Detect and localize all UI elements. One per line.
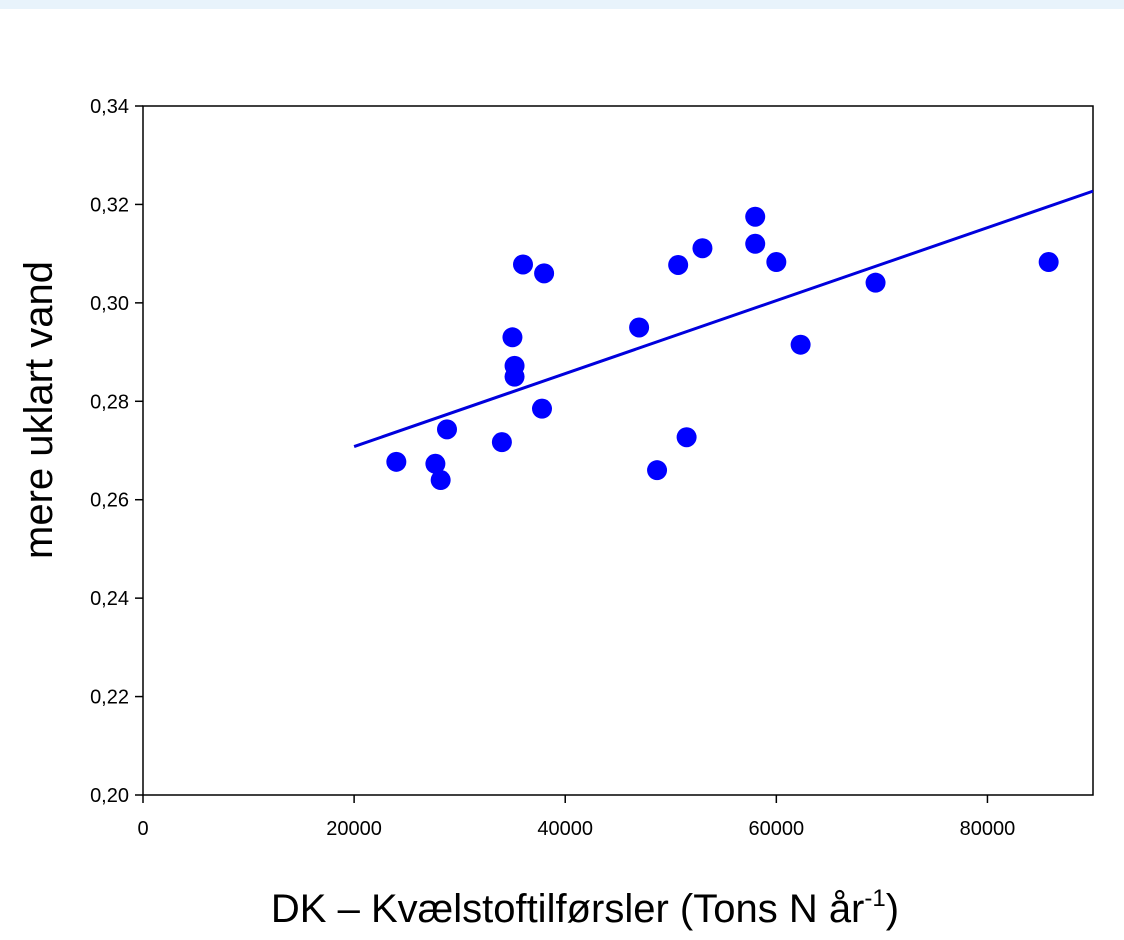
y-tick-label: 0,32 [90,194,129,216]
x-tick-label: 40000 [537,818,593,840]
data-point [532,398,552,419]
data-point [491,432,512,453]
y-axis-label: mere uklart vand [17,261,61,559]
x-axis-label-main: DK – Kvælstoftilførsler (Tons N år [271,887,864,931]
data-point [676,427,697,448]
x-tick-label: 20000 [326,818,382,840]
x-axis-label-superscript: -1 [864,885,885,912]
x-tick-label: 0 [137,818,148,840]
data-point [692,238,713,259]
data-series [353,189,1094,491]
data-point [534,263,555,284]
data-point [513,254,533,275]
y-tick-label: 0,34 [90,96,129,118]
y-axis-ticks: 0,20 0,22 0,24 0,26 0,28 0,30 0,32 0,34 [90,96,143,807]
y-tick-label: 0,24 [90,588,129,610]
data-point [386,451,407,472]
data-point [668,254,689,275]
data-point [629,317,650,338]
x-tick-label: 60000 [749,818,805,840]
y-tick-label: 0,26 [90,490,129,512]
x-axis-ticks: 0 20000 40000 60000 80000 [137,795,1015,840]
data-point [504,366,525,387]
x-axis-label-suffix: ) [886,887,899,931]
data-point [1038,252,1059,273]
x-axis-label: DK – Kvælstoftilførsler (Tons N år-1) [271,885,899,931]
data-point [766,252,787,273]
data-point [647,460,668,481]
data-point [425,453,446,474]
y-tick-label: 0,20 [90,785,129,807]
top-band [0,0,1124,9]
data-point [430,470,451,491]
x-tick-label: 80000 [960,818,1016,840]
y-tick-label: 0,28 [90,391,129,413]
data-point [437,419,457,440]
data-point [865,272,886,293]
data-point [745,206,766,227]
data-point [502,327,523,348]
data-point [745,233,766,254]
regression-line [353,189,1094,448]
y-tick-label: 0,30 [90,293,129,315]
y-tick-label: 0,22 [90,687,129,709]
plot-frame [142,105,1094,796]
data-point [790,334,811,355]
